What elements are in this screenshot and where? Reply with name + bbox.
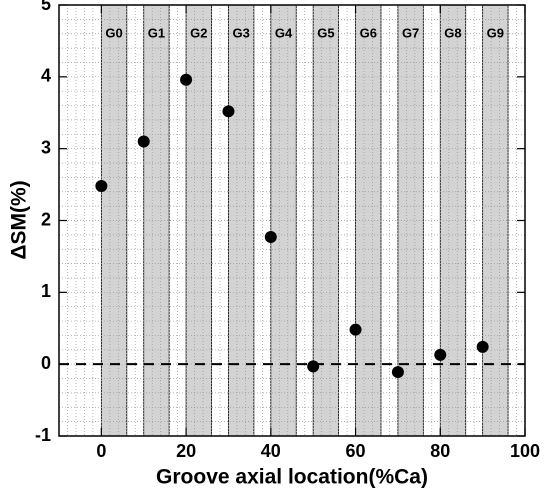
- data-point: [476, 340, 489, 353]
- band-label: G9: [487, 25, 504, 40]
- x-tick-label: 0: [96, 441, 106, 461]
- data-point: [391, 366, 404, 379]
- groove-band: [143, 4, 170, 437]
- x-tick-label: 80: [430, 441, 450, 461]
- y-tick-label: 5: [41, 0, 51, 14]
- data-point: [137, 135, 150, 148]
- band-label: G2: [190, 25, 207, 40]
- data-point: [307, 360, 320, 373]
- x-axis-label: Groove axial location(%Ca): [156, 466, 428, 489]
- data-point: [180, 73, 193, 86]
- x-tick-label: 20: [176, 441, 196, 461]
- data-point: [222, 105, 235, 118]
- band-label: G5: [317, 25, 334, 40]
- groove-band: [185, 4, 212, 437]
- groove-band: [482, 4, 509, 437]
- band-label: G6: [360, 25, 377, 40]
- y-tick-label: 1: [41, 281, 51, 301]
- data-point: [95, 180, 108, 193]
- y-tick-label: 3: [41, 137, 51, 157]
- y-tick-label: 4: [41, 66, 51, 86]
- band-label: G1: [148, 25, 165, 40]
- band-label: G4: [275, 25, 293, 40]
- band-label: G0: [105, 25, 122, 40]
- band-label: G7: [402, 25, 419, 40]
- band-label: G3: [232, 25, 249, 40]
- groove-band: [312, 4, 340, 437]
- data-point: [434, 348, 447, 361]
- plot-frame: [58, 4, 526, 437]
- data-point: [264, 231, 277, 244]
- y-tick-label: -1: [35, 425, 51, 445]
- band-label: G8: [444, 25, 461, 40]
- groove-band: [270, 4, 297, 437]
- groove-band: [228, 4, 255, 437]
- y-tick-label: 2: [41, 209, 51, 229]
- x-tick-label: 100: [510, 441, 540, 461]
- x-tick-label: 40: [261, 441, 281, 461]
- y-tick-label: 0: [41, 353, 51, 373]
- y-axis-label: ΔSM(%): [8, 180, 31, 259]
- x-tick-label: 60: [346, 441, 366, 461]
- data-point: [349, 323, 362, 336]
